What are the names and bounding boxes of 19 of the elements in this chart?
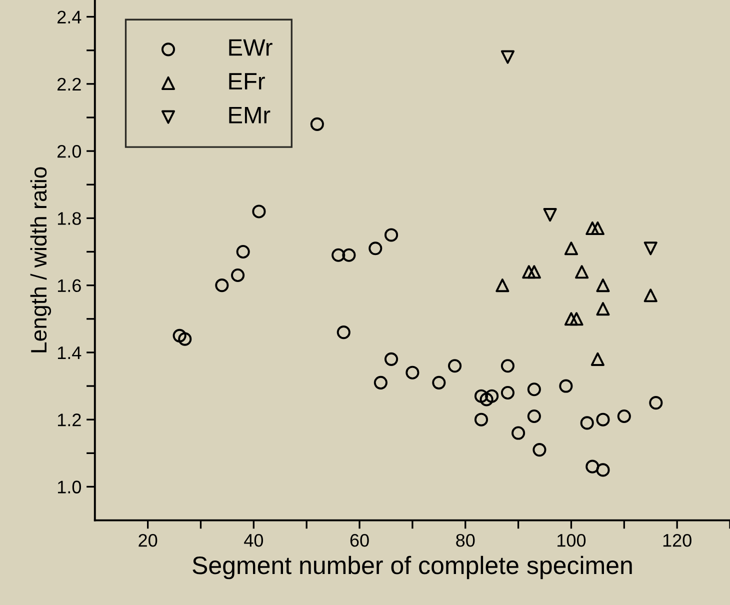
legend-label: EWr: [229, 39, 272, 56]
y-tick-label: 2.0: [58, 144, 81, 158]
x-tick-label: 80: [456, 534, 475, 547]
y-axis-title: Length / width ratio: [30, 167, 52, 352]
y-tick-label: 1.8: [58, 212, 81, 225]
y-tick-label: 2.4: [58, 10, 82, 24]
legend-label: EFr: [229, 73, 265, 90]
x-tick-label: 120: [663, 534, 692, 547]
y-tick-label: 1.2: [58, 414, 81, 426]
x-tick-label: 60: [350, 534, 369, 547]
y-tick-label: 2.2: [58, 78, 81, 90]
x-tick-label: 40: [244, 534, 264, 547]
y-tick-label: 1.4: [58, 346, 82, 360]
x-tick-label: 20: [138, 534, 158, 547]
legend-label: EMr: [229, 106, 270, 124]
y-tick-label: 1.6: [58, 279, 81, 292]
x-tick-label: 100: [558, 534, 586, 547]
x-axis-title: Segment number of complete specimen: [192, 556, 632, 580]
y-tick-label: 1.0: [58, 480, 81, 494]
